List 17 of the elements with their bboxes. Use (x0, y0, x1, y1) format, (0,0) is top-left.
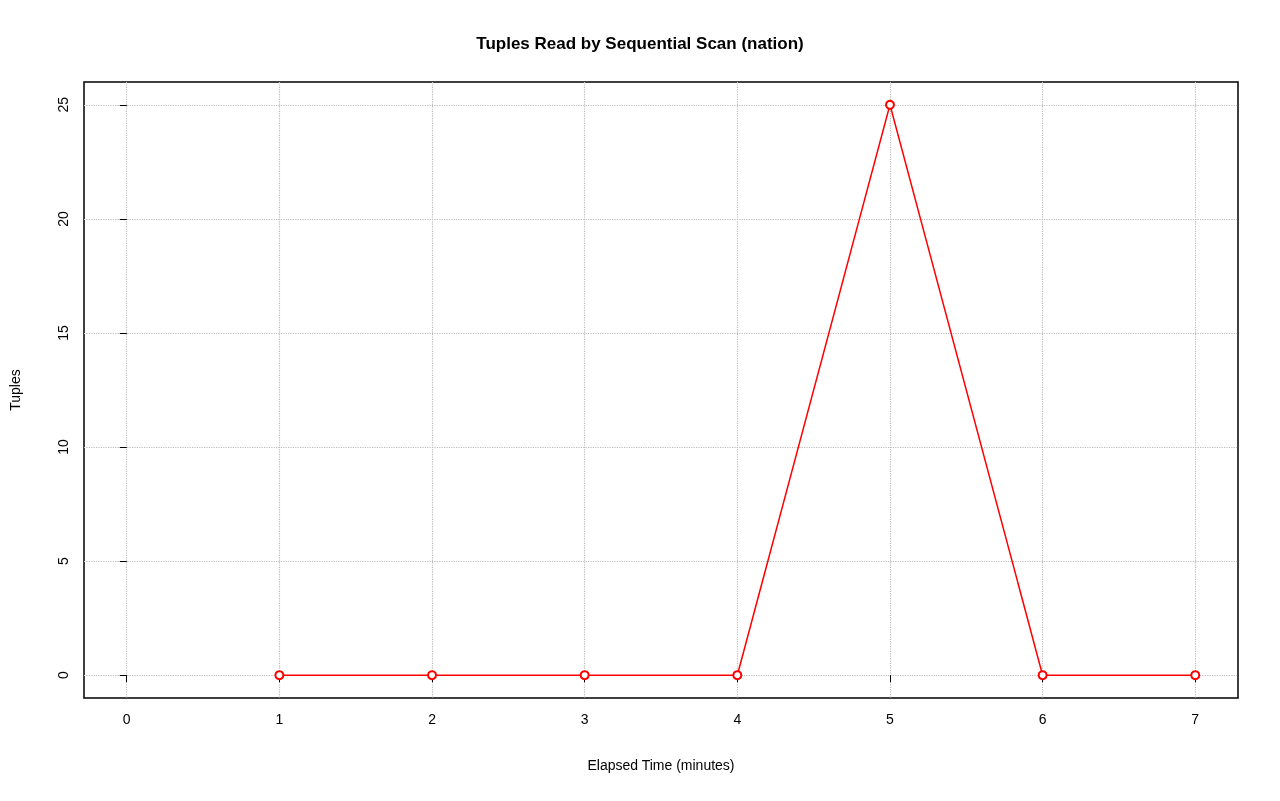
x-tick-label: 2 (428, 711, 437, 727)
x-tick-label: 3 (580, 711, 589, 727)
y-axis-title: Tuples (7, 369, 23, 411)
x-tick-label: 5 (886, 711, 895, 727)
x-tick-label: 1 (275, 711, 284, 727)
y-tick-label: 25 (55, 96, 71, 113)
chart-title: Tuples Read by Sequential Scan (nation) (476, 34, 804, 53)
y-tick-label: 10 (55, 439, 71, 455)
y-tick-label: 0 (55, 671, 71, 680)
x-tick-label: 6 (1038, 711, 1047, 727)
y-tick-label: 5 (55, 557, 71, 566)
y-tick-label: 15 (55, 324, 71, 341)
x-axis-title: Elapsed Time (minutes) (587, 757, 735, 773)
x-tick-label: 7 (1191, 711, 1200, 727)
x-tick-label: 0 (122, 711, 131, 727)
x-tick-label: 4 (733, 711, 742, 727)
y-tick-label: 20 (55, 210, 71, 227)
